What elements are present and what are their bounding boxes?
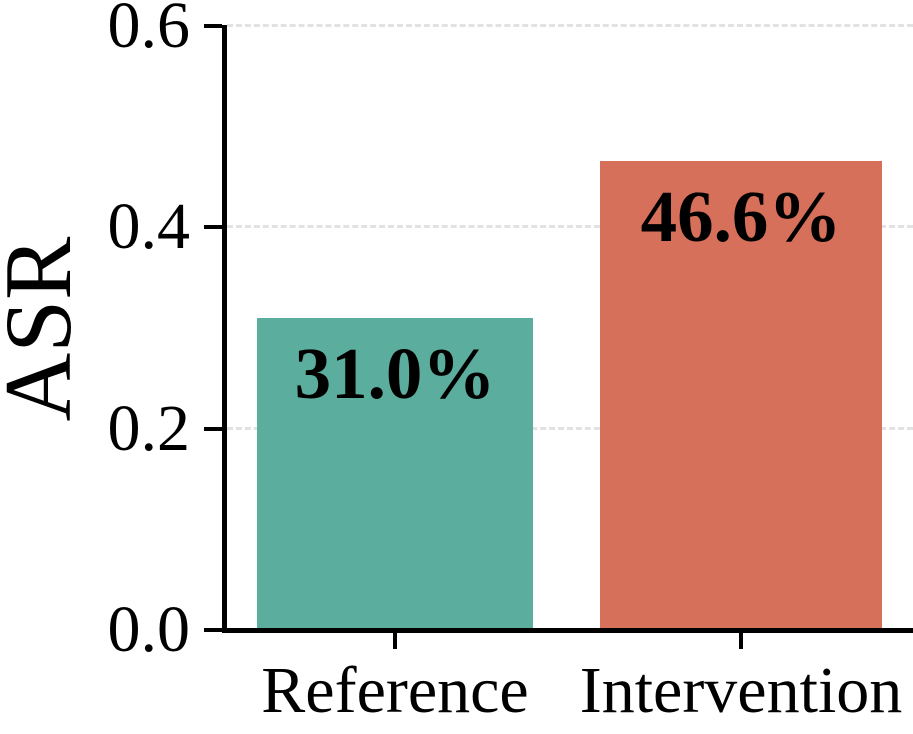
x-axis-label: Reference	[261, 654, 529, 727]
y-tick-mark	[204, 427, 222, 431]
gridline	[227, 427, 913, 430]
x-axis-label: Intervention	[579, 654, 903, 727]
y-tick-label: 0.6	[107, 0, 191, 62]
x-tick-mark	[739, 633, 743, 649]
y-tick-mark	[204, 628, 222, 632]
bar-value-label: 31.0%	[294, 333, 496, 414]
bar-intervention	[600, 161, 882, 630]
y-tick-label: 0.2	[107, 392, 191, 465]
bar-value-label: 46.6%	[640, 176, 842, 257]
gridline	[227, 225, 913, 228]
y-tick-mark	[204, 225, 222, 229]
x-tick-mark	[393, 633, 397, 649]
gridline	[227, 24, 913, 27]
y-tick-label: 0.0	[107, 593, 191, 666]
y-tick-mark	[204, 24, 222, 28]
bar-reference	[257, 318, 533, 630]
y-tick-label: 0.4	[107, 190, 191, 263]
x-axis-line	[222, 628, 913, 633]
y-axis-line	[222, 25, 227, 633]
